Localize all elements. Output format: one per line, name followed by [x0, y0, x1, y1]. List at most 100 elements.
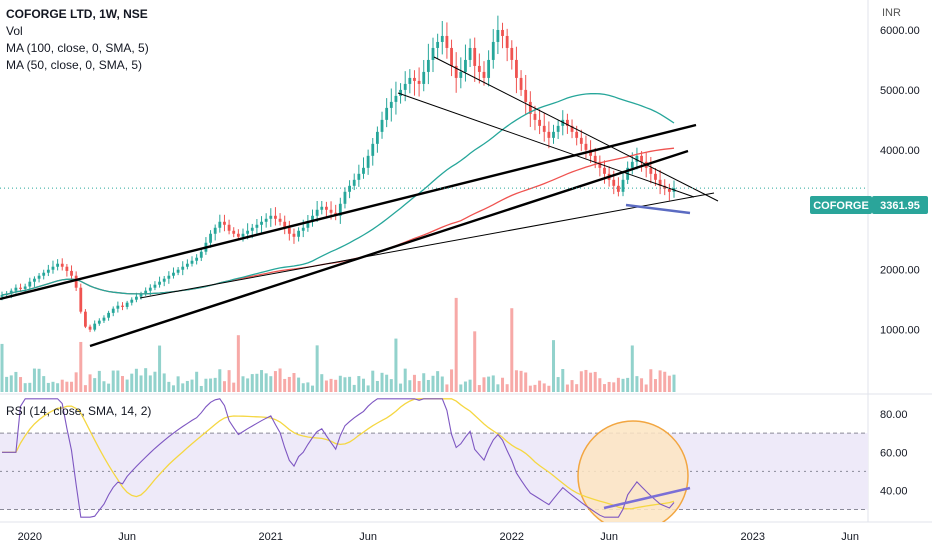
- candle-body: [519, 77, 523, 90]
- rsi-pane: [2, 398, 675, 518]
- volume-bar: [269, 376, 273, 392]
- legend-vol[interactable]: Vol: [6, 24, 23, 38]
- candle-body: [278, 218, 282, 222]
- legend-title[interactable]: COFORGE LTD, 1W, NSE: [6, 7, 148, 21]
- resistance-thin-trendline-2[interactable]: [397, 92, 695, 198]
- volume-bar: [213, 377, 217, 392]
- candle-body: [464, 59, 467, 72]
- volume-bar: [144, 368, 148, 392]
- candle-body: [394, 95, 398, 102]
- rsi-legend[interactable]: RSI (14, close, SMA, 14, 2): [6, 404, 152, 418]
- candle-body: [621, 179, 625, 192]
- volume-bar: [301, 383, 305, 392]
- volume-bar: [477, 385, 481, 392]
- candle-body: [246, 230, 250, 234]
- volume-bar: [672, 374, 676, 392]
- legend-ma100[interactable]: MA (100, close, 0, SMA, 5): [6, 41, 149, 55]
- volume-bar: [380, 372, 384, 392]
- time-tick-label: 2020: [18, 531, 42, 543]
- candle-body: [630, 161, 634, 168]
- price-tag-ticker: COFORGE: [813, 200, 869, 212]
- candle-body: [260, 221, 263, 225]
- volume-bar: [584, 369, 588, 392]
- volume-bar: [570, 380, 574, 392]
- volume-bar: [176, 376, 180, 392]
- volume-bar: [297, 377, 301, 392]
- volume-bar: [278, 368, 282, 392]
- candle-body: [501, 29, 504, 36]
- candle-body: [292, 233, 296, 237]
- candle-body: [473, 47, 477, 66]
- volume-bar: [371, 370, 375, 392]
- price-tick-label: 5000.00: [880, 85, 920, 97]
- volume-bar: [88, 374, 92, 392]
- volume-bar: [111, 370, 115, 392]
- volume-bar: [556, 377, 560, 392]
- volume-bar: [450, 369, 454, 392]
- candle-body: [176, 269, 180, 273]
- volume-bar: [459, 384, 463, 392]
- volume-bar: [533, 384, 537, 392]
- volume-bar: [60, 379, 64, 392]
- candle-body: [255, 224, 259, 228]
- volume-bar: [199, 385, 203, 392]
- candle-body: [325, 206, 328, 210]
- candle-body: [598, 161, 602, 168]
- last-price-tag: COFORGE 3361.95: [810, 196, 928, 214]
- volume-bar: [612, 382, 616, 392]
- candle-body: [236, 233, 240, 237]
- volume-bar: [23, 383, 27, 392]
- candle-body: [102, 317, 106, 321]
- volume-bar: [510, 308, 514, 392]
- time-tick-label: 2023: [741, 531, 765, 543]
- legend-ma50[interactable]: MA (50, close, 0, SMA, 5): [6, 58, 143, 72]
- candle-body: [649, 167, 653, 174]
- volume-bar: [162, 373, 166, 392]
- volume-bar: [42, 376, 46, 392]
- volume-bar: [352, 384, 356, 392]
- lower-channel-trendline[interactable]: [89, 149, 689, 348]
- rsi-tick-label: 80.00: [880, 409, 908, 421]
- chart-legend: COFORGE LTD, 1W, NSE Vol MA (100, close,…: [6, 6, 149, 74]
- volume-bar: [468, 379, 472, 392]
- volume-bar: [107, 383, 111, 392]
- volume-bar: [139, 375, 143, 392]
- candle-body: [0, 294, 4, 297]
- volume-bar: [496, 384, 500, 392]
- time-tick-label: 2022: [500, 531, 524, 543]
- volume-bar: [0, 343, 4, 392]
- volume-bar: [283, 378, 287, 392]
- volume-bar: [181, 383, 185, 392]
- candle-body: [380, 119, 384, 132]
- candle-body: [42, 272, 46, 276]
- volume-bar: [482, 377, 486, 392]
- volume-bar: [514, 370, 518, 392]
- blue-support-line[interactable]: [625, 203, 691, 215]
- volume-bar: [422, 373, 426, 392]
- volume-bar: [501, 377, 505, 392]
- candle-body: [640, 155, 643, 162]
- rsi-circle-annotation[interactable]: [577, 420, 689, 531]
- candle-body: [148, 287, 152, 291]
- time-tick-label: Jun: [359, 531, 377, 543]
- volume-bar: [593, 371, 597, 392]
- volume-bar: [46, 382, 50, 392]
- volume-bar: [663, 371, 667, 392]
- candle-body: [74, 275, 78, 288]
- volume-bar: [65, 381, 69, 392]
- candle-body: [269, 215, 273, 219]
- support-thin-trendline[interactable]: [139, 192, 715, 299]
- candle-body: [566, 119, 569, 126]
- resistance-thin-trendline-1[interactable]: [433, 56, 719, 202]
- volume-bar: [218, 369, 222, 392]
- volume-bar: [255, 373, 259, 392]
- rsi-divergence-trendline[interactable]: [603, 486, 691, 510]
- candle-body: [385, 107, 389, 120]
- upper-channel-trendline[interactable]: [0, 123, 697, 301]
- candle-body: [250, 227, 254, 231]
- volume-bar: [389, 379, 393, 392]
- volume-bar: [338, 375, 342, 392]
- volume-bar: [79, 341, 83, 392]
- candle-body: [116, 305, 120, 309]
